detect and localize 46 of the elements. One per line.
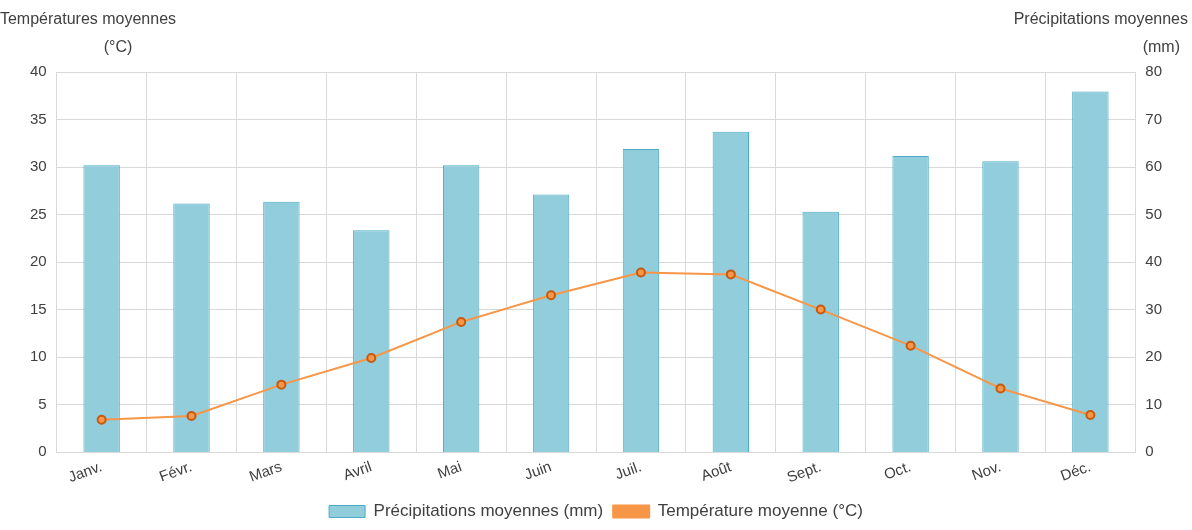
y2-tick-label: 30	[1145, 299, 1162, 317]
x-tick-label: Sept.	[784, 457, 824, 486]
y-tick-label: 25	[30, 204, 47, 222]
x-tick-label: Avril	[340, 457, 374, 484]
y-tick-label: 15	[30, 299, 47, 317]
x-tick-label: Févr.	[156, 457, 194, 485]
point	[96, 414, 107, 425]
y-tick-label: 40	[30, 62, 47, 80]
point	[995, 383, 1006, 394]
y-tick-label: 10	[30, 347, 47, 365]
point	[815, 304, 826, 315]
y-tick-label: 30	[30, 157, 47, 175]
y-tick-label: 0	[38, 442, 47, 460]
y2-tick-label: 60	[1145, 157, 1162, 175]
y2-tick-label: 20	[1145, 347, 1162, 365]
point	[725, 269, 736, 280]
point	[456, 316, 467, 327]
point	[635, 267, 646, 278]
legend-label: Précipitations moyennes (mm)	[373, 501, 604, 521]
x-tick-label: Juil.	[612, 457, 644, 483]
y2-tick-label: 50	[1145, 204, 1162, 222]
legend-label: Température moyenne (°C)	[657, 501, 863, 521]
y2-tick-label: 80	[1145, 62, 1162, 80]
x-tick-label: Déc.	[1058, 457, 1093, 484]
y-tick-label: 35	[30, 109, 47, 127]
x-tick-label: Nov.	[969, 457, 1003, 484]
x-tick-label: Mai	[435, 457, 464, 482]
y2-tick-label: 10	[1145, 394, 1162, 412]
point	[186, 411, 197, 421]
x-tick-label: Août	[698, 457, 735, 484]
point	[276, 379, 287, 390]
point	[905, 340, 916, 351]
y2-tick-label: 40	[1145, 252, 1162, 270]
x-tick-label: Juin	[521, 457, 554, 483]
y2-axis-title: Précipitations moyennes (mm)	[1013, 10, 1188, 55]
y2-tick-label: 0	[1145, 442, 1154, 460]
y2-tick-label: 70	[1145, 109, 1162, 127]
y-tick-label: 20	[30, 252, 47, 270]
y-tick-label: 5	[38, 394, 47, 412]
point	[546, 290, 557, 301]
y-axis-title: Températures moyennes (°C)	[0, 10, 177, 55]
x-tick-label: Mars	[246, 457, 284, 485]
point	[366, 353, 377, 364]
point	[1085, 410, 1096, 421]
x-tick-label: Janv.	[65, 457, 105, 486]
x-tick-label: Oct.	[881, 457, 914, 483]
